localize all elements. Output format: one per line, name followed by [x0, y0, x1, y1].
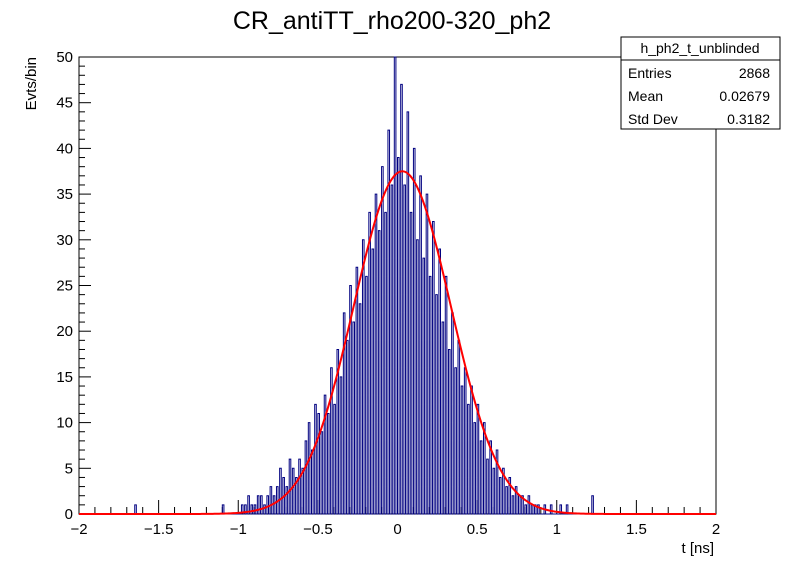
y-axis-label: Evts/bin — [23, 57, 40, 110]
y-tick-label: 30 — [56, 232, 73, 249]
stats-box-name: h_ph2_t_unblinded — [640, 40, 759, 56]
stats-box: h_ph2_t_unblinded Entries 2868 Mean 0.02… — [620, 36, 781, 130]
x-tick-label: −1 — [230, 521, 247, 538]
stats-entries-label: Entries — [628, 65, 672, 81]
gaussian-fit-curve — [79, 170, 716, 515]
y-tick-label: 45 — [56, 95, 73, 112]
stats-stddev-value: 0.3182 — [727, 111, 770, 127]
y-tick-label: 35 — [56, 186, 73, 203]
stats-mean-label: Mean — [628, 88, 663, 104]
histogram-series — [79, 56, 716, 515]
y-tick-label: 25 — [56, 278, 73, 295]
y-tick-label: 0 — [65, 506, 73, 523]
y-axis: 0 5 10 15 20 25 30 35 40 45 50 — [56, 49, 91, 523]
y-tick-label: 5 — [65, 460, 73, 477]
y-tick-label: 20 — [56, 323, 73, 340]
stats-mean-value: 0.02679 — [719, 88, 770, 104]
fit-layer — [79, 170, 716, 515]
y-tick-label: 40 — [56, 140, 73, 157]
x-axis: −2 −1.5 −1 −0.5 0 0.5 1 1.5 2 — [70, 500, 720, 538]
x-tick-label: 1 — [553, 521, 561, 538]
x-tick-label: 2 — [712, 521, 720, 538]
y-tick-label: 10 — [56, 415, 73, 432]
x-tick-label: −2 — [70, 521, 87, 538]
x-tick-label: 0.5 — [467, 521, 488, 538]
stats-box-frame — [620, 36, 781, 130]
y-tick-label: 50 — [56, 49, 73, 66]
x-tick-label: 1.5 — [626, 521, 647, 538]
x-axis-label: t [ns] — [681, 540, 714, 557]
x-tick-label: −1.5 — [144, 521, 174, 538]
y-tick-label: 15 — [56, 369, 73, 386]
chart-title: CR_antiTT_rho200-320_ph2 — [233, 7, 551, 35]
x-tick-label: −0.5 — [303, 521, 333, 538]
stats-entries-value: 2868 — [739, 65, 770, 81]
histogram-layer — [79, 56, 716, 515]
x-tick-label: 0 — [393, 521, 401, 538]
stats-stddev-label: Std Dev — [628, 111, 678, 127]
